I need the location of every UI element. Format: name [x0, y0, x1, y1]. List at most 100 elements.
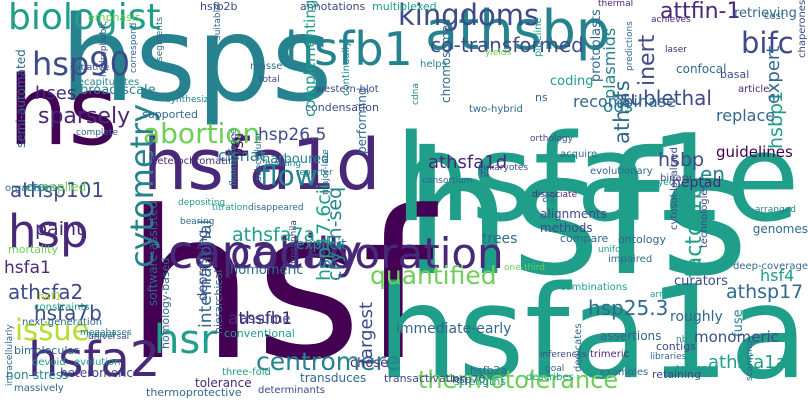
word-helps: helps: [420, 59, 447, 70]
word-genomes: genomes: [752, 222, 808, 236]
word-hl: hl: [480, 169, 490, 180]
word-hsfa1e: hsfa1e: [395, 110, 800, 249]
word-transduces: transduces: [300, 371, 367, 385]
word-hs: hs: [8, 57, 118, 167]
word-building: building: [265, 159, 302, 169]
word-massively: massively: [14, 383, 64, 394]
word-sparsely: sparsely: [38, 104, 131, 129]
word-guidelines: guidelines: [716, 143, 793, 161]
word-hsf: hsf: [125, 168, 434, 404]
word-bimolecular: bimolecular: [14, 344, 79, 357]
word-two-hybrid: two-hybrid: [469, 104, 523, 115]
word-correspond: correspond: [129, 22, 139, 73]
word-next-generation: next-generation: [22, 317, 103, 328]
word-disappeared: disappeared: [248, 203, 304, 213]
word-yields: yields: [485, 48, 512, 58]
word-thermotolerance: thermotolerance: [418, 366, 619, 394]
word-roughly: roughly: [670, 309, 723, 325]
word-trees: trees: [482, 231, 518, 247]
word-hsp: hsp: [8, 205, 89, 258]
word-capacity: capacity: [168, 225, 363, 279]
word-synthesize: synthesize: [166, 95, 214, 105]
word-complementing: complementing: [301, 0, 319, 118]
word-determinants: determinants: [258, 385, 325, 396]
word-ods: ods: [603, 97, 634, 117]
word-inert: inert: [635, 34, 660, 86]
word-curators: curators: [674, 274, 728, 289]
word-complete: complete: [76, 128, 119, 138]
word-eukaryotes: eukaryotes: [478, 163, 529, 173]
word-collaboration: collaboration: [230, 229, 504, 278]
word-depositing: depositing: [178, 198, 226, 208]
word-condensation: condensation: [305, 101, 380, 114]
word-hsfa7b: hsfa7b: [34, 301, 102, 325]
word-recapitulates: recapitulates: [74, 77, 140, 88]
word-kingdoms: kingdoms: [398, 0, 540, 32]
word-retaining: retaining: [652, 368, 702, 381]
word-hsfa1a: hsfa1a: [376, 259, 808, 404]
word-organisms: organisms: [5, 183, 57, 194]
word-dedicates: dedicates: [573, 323, 584, 372]
word-heterochromatin: heterochromatin: [151, 156, 235, 167]
word-cre: cre: [26, 180, 45, 194]
word-hsps: hsps: [60, 0, 333, 128]
word-laser: laser: [665, 45, 687, 55]
word-titration: titration: [212, 203, 249, 213]
word-hsfa1: hsfa1: [4, 258, 51, 278]
word-evolutionary: evolutionary: [590, 166, 653, 177]
word-broad-scale: broad-scale: [80, 83, 156, 98]
word-total: total: [259, 75, 280, 85]
word-non-stress: non-stress: [6, 368, 69, 382]
word-nb: nb: [676, 335, 688, 345]
word-assertions: assertions: [600, 329, 662, 343]
word-recombinase: recombinase: [573, 92, 676, 111]
word-athsfb1: athsfb1: [228, 309, 293, 329]
word-plasmids: plasmids: [600, 27, 619, 99]
word-centromere: centromere: [256, 347, 401, 376]
word-software-assisted: software-assisted: [146, 200, 160, 306]
word-athsfa2: athsfa2: [8, 280, 84, 304]
word-athsp17: athsp17: [726, 281, 804, 303]
word-homology-based: homology-based: [159, 257, 172, 349]
word-western-blot: western-blot: [316, 84, 379, 95]
word-arms: arms: [650, 290, 673, 300]
word-sublethal: sublethal: [620, 86, 712, 110]
word-quantified: quantified: [370, 261, 497, 290]
word-homomeric: homomeric: [230, 263, 304, 278]
word-chaperones: chaperones: [797, 0, 808, 59]
word-uniform: uniform: [598, 245, 633, 255]
word-cisnat: cisnat: [218, 146, 266, 165]
word-bearing: bearing: [180, 217, 215, 227]
word-hsr: hsr: [154, 317, 217, 363]
word-heptad: heptad: [672, 175, 722, 191]
word-evolution: evolution: [74, 357, 121, 368]
word-tolerance: tolerance: [195, 376, 252, 390]
word-subcellular: subcellular: [254, 131, 264, 181]
word-hsfb2b: hsfb2b: [200, 0, 238, 13]
word-devoid: devoid: [32, 357, 66, 368]
word-flow: flow: [260, 159, 318, 192]
word-protoplasts: protoplasts: [589, 9, 604, 82]
word-hsp26-5: hsp26.5: [258, 125, 327, 145]
word-cry2h-seq: cry2h-seq: [324, 186, 346, 281]
word-hsf1: hsf1: [38, 290, 62, 303]
word-cost: cost: [764, 11, 785, 22]
word-arranged: arranged: [755, 205, 796, 215]
word-expert: expert: [763, 45, 784, 104]
word-confocal: confocal: [676, 62, 727, 76]
word-impaired: impaired: [608, 254, 653, 265]
word-athsbp: athsbp: [425, 0, 611, 62]
word-mortality: mortality: [8, 243, 58, 256]
word-suitable: suitable: [213, 4, 223, 40]
word-universal: universal: [88, 332, 130, 342]
word-trimeric: trimeric: [590, 349, 630, 360]
word-thermoprotective: thermoprotective: [146, 386, 242, 399]
word-acquire: acquire: [560, 149, 598, 160]
word-athsfa7a: athsfa7a: [232, 224, 316, 246]
word-technologies: technologies: [699, 184, 710, 248]
word-libraries: libraries: [650, 352, 687, 362]
word-drosophila: drosophila: [289, 220, 299, 267]
word-hsp25-3: hsp25.3: [588, 296, 669, 320]
word-basal: basal: [720, 68, 750, 81]
word-hydrophobic: hydrophobic: [99, 21, 109, 77]
